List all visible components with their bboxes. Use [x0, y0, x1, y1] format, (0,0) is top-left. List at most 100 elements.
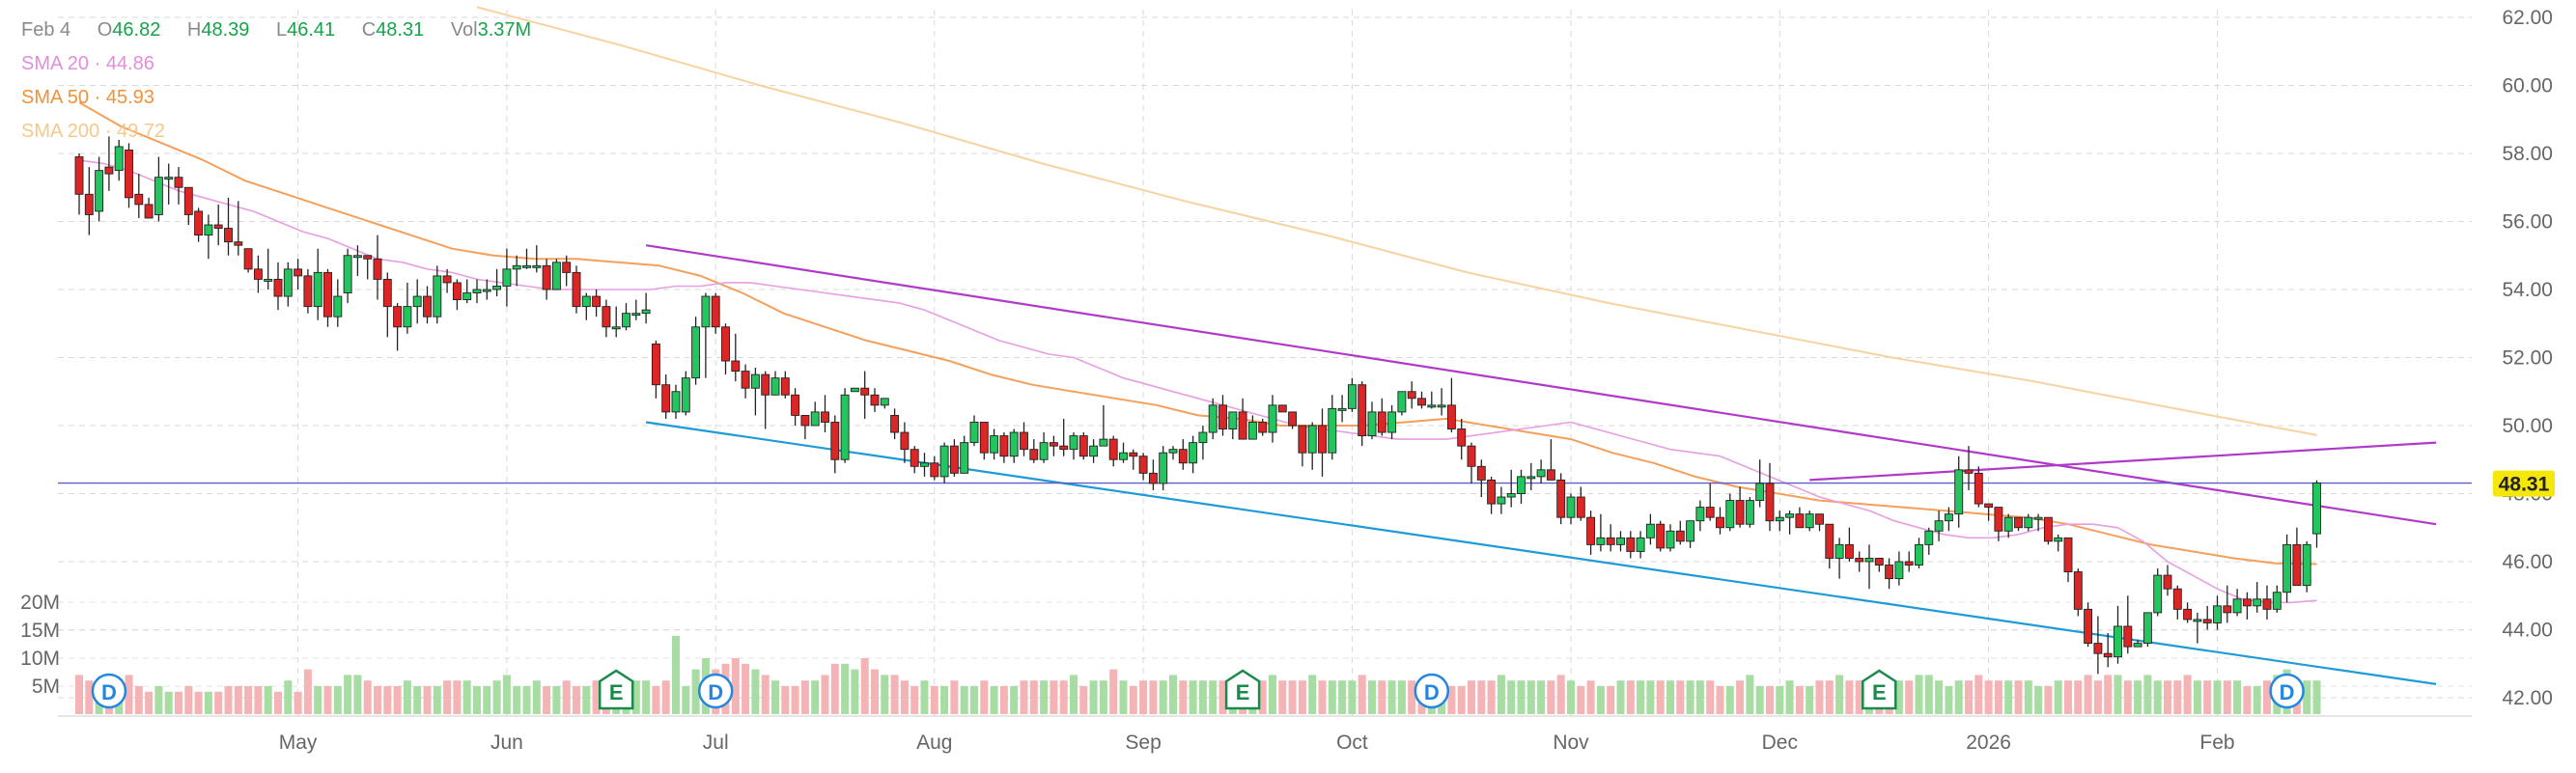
volume-bar — [2253, 686, 2261, 714]
candle-body — [2063, 537, 2073, 573]
volume-bar — [383, 686, 392, 714]
candle — [920, 453, 929, 477]
volume-bar — [1607, 686, 1615, 714]
volume-bar — [1795, 686, 1804, 714]
candle — [1864, 544, 1874, 590]
candle — [1318, 408, 1327, 477]
candle — [1089, 439, 1099, 463]
candle-body — [273, 278, 283, 297]
candle-body — [1049, 442, 1058, 447]
candle — [1288, 411, 1298, 429]
volume-axis: 20M 15M 10M 5M — [20, 592, 60, 698]
price-candles — [74, 136, 2321, 675]
volume-bar — [1567, 680, 1575, 714]
volume-bar — [1835, 675, 1844, 714]
candle — [2232, 589, 2242, 617]
open-label: O — [97, 19, 113, 41]
volume-bar — [1965, 680, 1973, 714]
candle — [283, 262, 293, 307]
volume-bar — [1468, 680, 1475, 714]
volume-bar — [1766, 686, 1774, 714]
volume-bar — [1408, 680, 1416, 714]
candle — [462, 279, 472, 304]
time-tick-label: Jul — [703, 732, 729, 754]
candle — [741, 364, 750, 399]
candle-body — [721, 326, 730, 362]
candle — [750, 368, 760, 416]
candle-body — [462, 292, 472, 301]
candle-body — [1258, 422, 1268, 433]
candle-body — [1825, 523, 1834, 559]
candle — [930, 456, 939, 481]
candle-body — [2312, 483, 2321, 535]
candle-body — [691, 326, 701, 379]
sma200-legend[interactable]: SMA 200 · 49.72 — [21, 121, 166, 142]
candle-body — [1277, 404, 1287, 413]
candle — [622, 303, 630, 331]
candle-body — [1437, 404, 1446, 408]
volume-bar — [2233, 680, 2242, 714]
candle — [1666, 524, 1675, 552]
candle — [1059, 418, 1069, 456]
candle — [1984, 503, 1994, 521]
volume-bar — [1706, 680, 1715, 714]
candle — [144, 197, 154, 219]
candle — [1517, 469, 1526, 505]
volume-bar — [682, 686, 690, 714]
candle — [1795, 507, 1805, 529]
candle-body — [1606, 537, 1615, 545]
candle — [2043, 516, 2053, 545]
candle — [482, 279, 491, 300]
trendlines — [58, 244, 2472, 685]
candle — [1446, 377, 1456, 433]
sma20-legend[interactable]: SMA 20 · 44.86 — [21, 53, 154, 74]
volume-bar — [1159, 680, 1167, 714]
candle — [880, 398, 889, 409]
earnings-marker[interactable]: E — [598, 669, 634, 710]
candle — [1705, 483, 1715, 521]
candle-body — [572, 271, 581, 308]
volume-bar — [1079, 686, 1088, 714]
candle-body — [2093, 643, 2103, 654]
low-label: L — [275, 19, 288, 41]
candle — [2093, 616, 2103, 675]
volume-bar — [1686, 680, 1694, 714]
candle-body — [1367, 411, 1377, 437]
candle — [512, 255, 521, 287]
candle-body — [472, 289, 482, 293]
candle — [1417, 391, 1426, 409]
time-axis: May Jun Jul Aug Sep Oct Nov Dec 2026 Feb — [58, 715, 2472, 754]
earnings-marker[interactable]: E — [1862, 669, 1897, 710]
candle-body — [711, 295, 720, 328]
dividend-marker[interactable]: D — [697, 673, 734, 709]
candle — [2183, 602, 2193, 623]
dividend-marker[interactable]: D — [1414, 673, 1450, 709]
candle-body — [104, 166, 114, 175]
volume-bar — [1825, 680, 1834, 714]
dividend-marker[interactable]: D — [91, 673, 127, 709]
dividend-marker[interactable]: D — [2269, 673, 2305, 709]
candle-body — [1020, 431, 1028, 451]
sma200-value: 49.72 — [116, 121, 166, 142]
volume-bar — [1556, 675, 1565, 714]
time-tick-label: Nov — [1553, 732, 1589, 754]
candle-body — [502, 268, 512, 287]
candle-body — [224, 228, 233, 243]
candle-body — [1755, 483, 1765, 501]
volume-bar — [940, 686, 949, 714]
candle-body — [1994, 507, 2003, 532]
candle — [403, 282, 412, 334]
candle-body — [2084, 608, 2093, 645]
candle-body — [2193, 619, 2202, 622]
sma50-legend[interactable]: SMA 50 · 45.93 — [21, 87, 154, 108]
candle-body — [382, 278, 392, 308]
candle-body — [750, 373, 760, 389]
high-value: 48.39 — [201, 19, 250, 41]
earnings-marker[interactable]: E — [1224, 669, 1261, 710]
candle-body — [403, 306, 412, 328]
candle — [333, 279, 343, 327]
candle-body — [1904, 561, 1914, 566]
volume-bar — [363, 680, 372, 714]
volume-bar — [303, 669, 312, 714]
